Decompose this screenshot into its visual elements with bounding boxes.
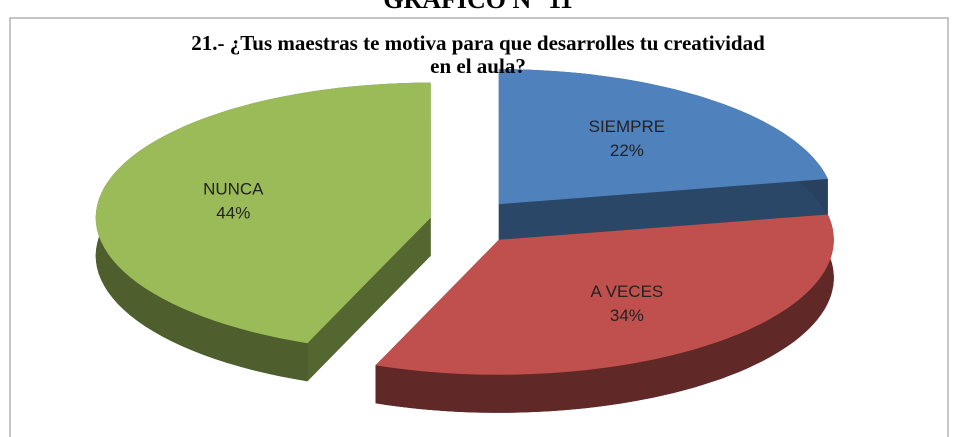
slice-category-label: A VECES [591,282,664,301]
chart-frame [9,17,949,437]
slice-value-label: 22% [610,141,644,160]
slice-value-label: 34% [610,306,644,325]
pie-slice [375,214,834,375]
slice-value-label: 44% [216,203,250,222]
slice-side [498,178,828,243]
chart-title: 21.- ¿Tus maestras te motiva para que de… [191,31,765,78]
slice-side [307,217,431,382]
slice-category-label: NUNCA [203,179,264,198]
slice-side [375,214,834,413]
page-header: GRAFICO N° 11 [383,0,573,14]
pie [95,69,834,413]
pie-slice [498,69,828,205]
pie-slice [95,82,431,344]
slice-category-label: SIEMPRE [589,117,666,136]
